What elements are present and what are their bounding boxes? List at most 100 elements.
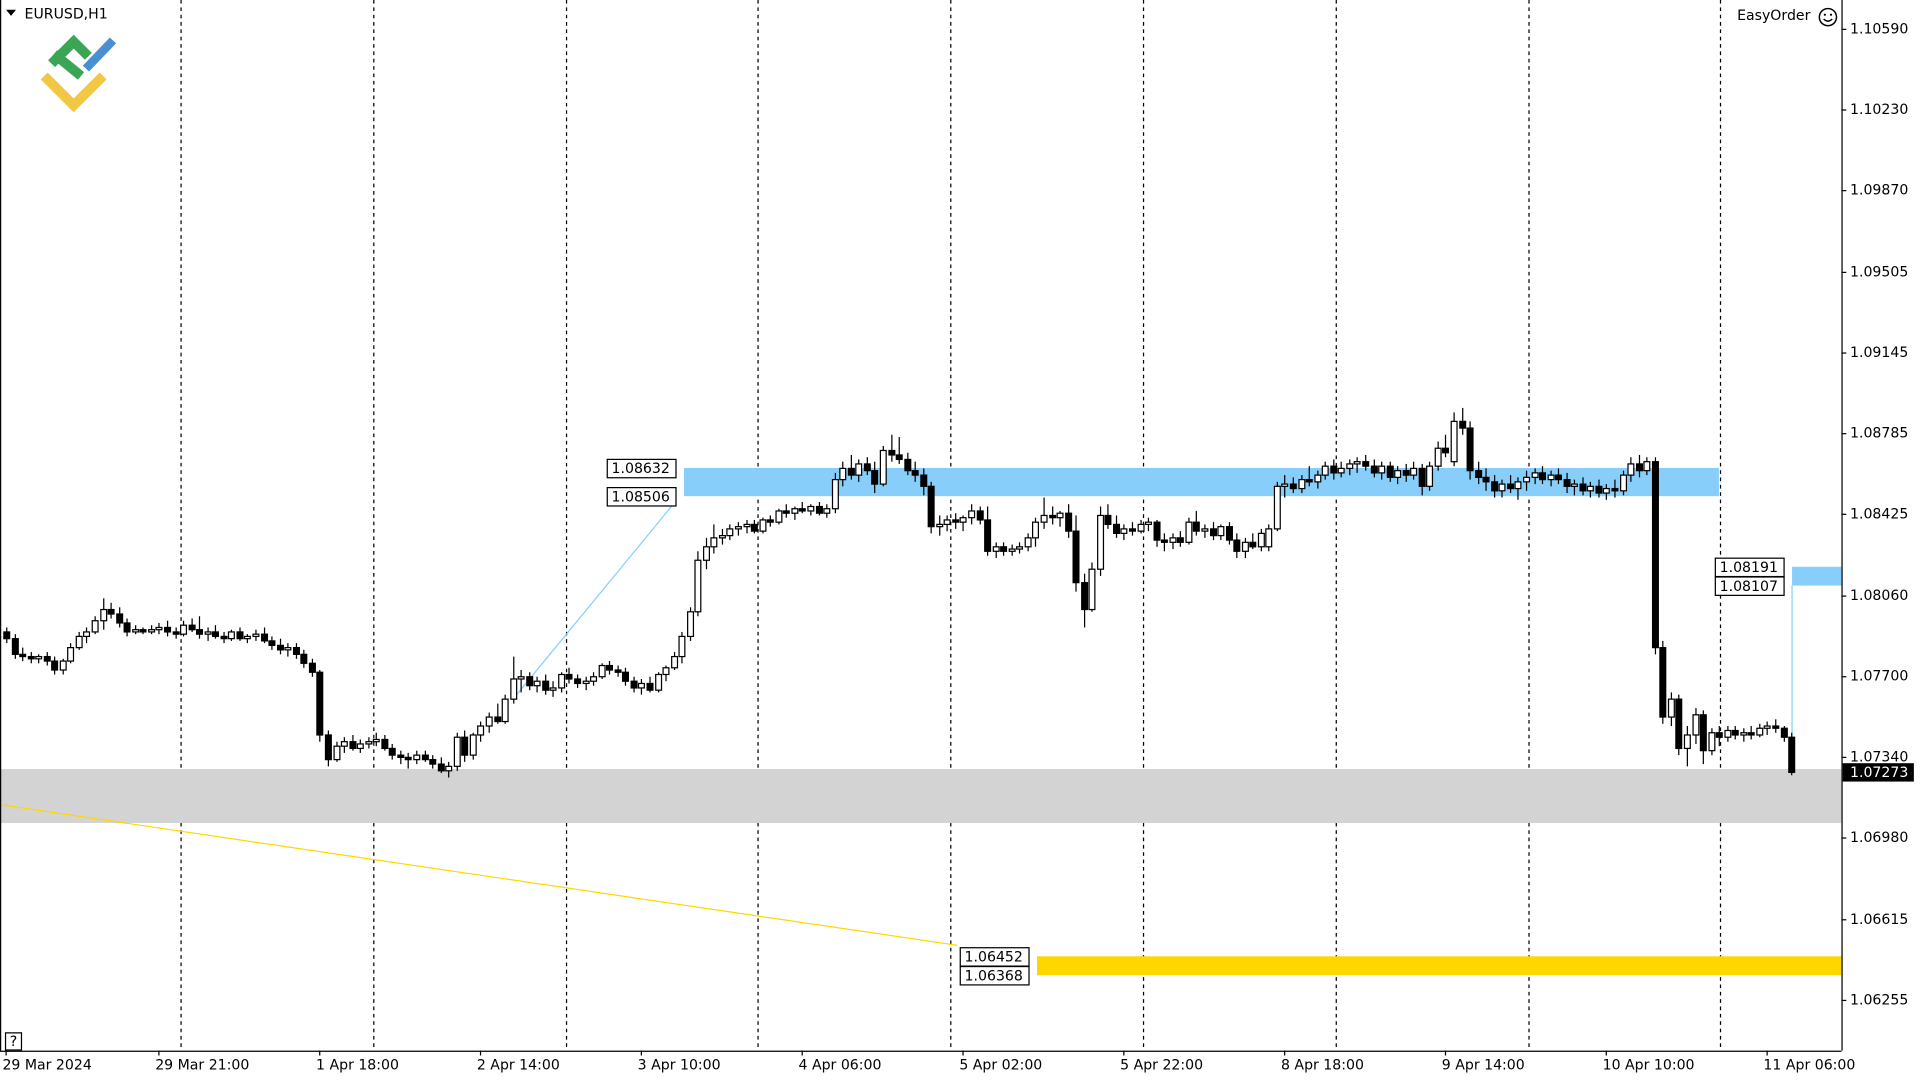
candle-body	[526, 676, 534, 687]
candle-body	[1683, 734, 1691, 750]
candle-body	[1394, 470, 1402, 478]
candle-body	[533, 680, 541, 687]
candle-body	[1756, 727, 1764, 736]
candle-body	[1602, 487, 1610, 494]
candle-body	[920, 474, 928, 487]
candle-body	[1298, 478, 1306, 490]
trend-line	[515, 501, 676, 696]
candle-body	[1426, 465, 1434, 487]
candle-body	[565, 673, 573, 680]
candle-body	[132, 629, 140, 633]
candle-body	[372, 738, 380, 743]
x-tick-label: 11 Apr 06:00	[1763, 1057, 1855, 1073]
candle-body	[582, 680, 590, 685]
candle-body	[51, 660, 59, 671]
candle-body	[1418, 467, 1426, 487]
x-tick-label: 5 Apr 02:00	[959, 1057, 1042, 1073]
x-tick-label: 29 Mar 21:00	[155, 1057, 249, 1073]
price-label-box	[1714, 576, 1785, 596]
candle-body	[734, 526, 742, 530]
candle-body	[1289, 483, 1297, 490]
candle-body	[1699, 714, 1707, 752]
x-tick-label: 1 Apr 18:00	[316, 1057, 399, 1073]
candle-body	[236, 631, 244, 640]
last-price-box	[1842, 763, 1914, 782]
candle-body	[59, 660, 67, 671]
y-tick-label: 1.10590	[1850, 21, 1908, 37]
candle-body	[847, 467, 855, 476]
price-label-box	[959, 965, 1030, 986]
help-button[interactable]	[4, 1032, 23, 1051]
y-tick-label: 1.09505	[1850, 264, 1908, 280]
candle-body	[1031, 521, 1040, 539]
candle-body	[469, 734, 477, 756]
candle-body	[19, 653, 27, 658]
candle-body	[1570, 483, 1578, 487]
candle-body	[148, 629, 156, 633]
candle-body	[1353, 461, 1361, 465]
candle-body	[517, 676, 525, 680]
candle-body	[630, 680, 638, 689]
candle-body	[1016, 546, 1024, 550]
candle-body	[1065, 512, 1073, 532]
candle-body	[1586, 485, 1594, 492]
candle-body	[1482, 476, 1490, 483]
candle-body	[1008, 548, 1016, 552]
candle-body	[494, 716, 502, 723]
y-tick-label: 1.09870	[1850, 183, 1908, 199]
candle-body	[211, 631, 219, 638]
overlay-layer: 1.08632 1.08506 1.08191 1.08107 1.06452 1.063…	[606, 458, 1785, 986]
y-tick-label: 1.07700	[1850, 669, 1908, 685]
candle-body	[1772, 725, 1780, 729]
candle-body	[268, 640, 276, 646]
price-label: 1.08191	[1720, 560, 1778, 576]
candle-body	[1554, 474, 1562, 481]
candle-body	[11, 638, 19, 655]
candle-body	[365, 741, 373, 745]
indicator-icon[interactable]	[1818, 7, 1838, 27]
candle-body	[437, 763, 445, 772]
candle-body	[1153, 521, 1161, 541]
x-tick-label: 29 Mar 2024	[2, 1057, 91, 1073]
candle-body	[421, 754, 429, 761]
symbol-menu-arrow[interactable]	[6, 9, 16, 16]
candle-body	[397, 754, 405, 758]
x-tick-label: 3 Apr 10:00	[638, 1057, 721, 1073]
candle-body	[261, 633, 269, 642]
candle-body	[172, 631, 180, 635]
candle-body	[277, 644, 285, 651]
candle-body	[1635, 463, 1643, 472]
candle-body	[558, 673, 566, 689]
candle-body	[984, 519, 992, 552]
candle-body	[702, 546, 711, 561]
candle-body	[549, 687, 557, 691]
x-tick-label: 10 Apr 10:00	[1603, 1057, 1695, 1073]
candle-body	[590, 676, 598, 682]
candle-body	[1185, 521, 1193, 543]
candle-body	[1217, 526, 1225, 537]
candle-body	[637, 682, 645, 689]
candle-body	[308, 662, 316, 673]
candle-body	[381, 738, 389, 750]
candle-body	[992, 546, 1000, 552]
y-tick-label: 1.08060	[1850, 588, 1908, 604]
candle-body	[1740, 732, 1748, 736]
candle-body	[726, 528, 734, 537]
price-zone	[0, 769, 1842, 824]
price-label-box	[606, 487, 677, 507]
candle-body	[1321, 465, 1329, 476]
candle-body	[823, 508, 831, 514]
y-tick-label: 1.06980	[1850, 830, 1908, 846]
candle-body	[1176, 537, 1184, 543]
candle-body	[863, 463, 871, 472]
candle-body	[1410, 467, 1418, 476]
price-label: 1.06452	[965, 950, 1023, 966]
y-tick-label: 1.10230	[1850, 102, 1908, 118]
candle-body	[1241, 541, 1249, 552]
candle-body	[388, 747, 396, 756]
candle-body	[542, 680, 550, 691]
candle-body	[1715, 732, 1723, 738]
candle-body	[879, 449, 887, 485]
